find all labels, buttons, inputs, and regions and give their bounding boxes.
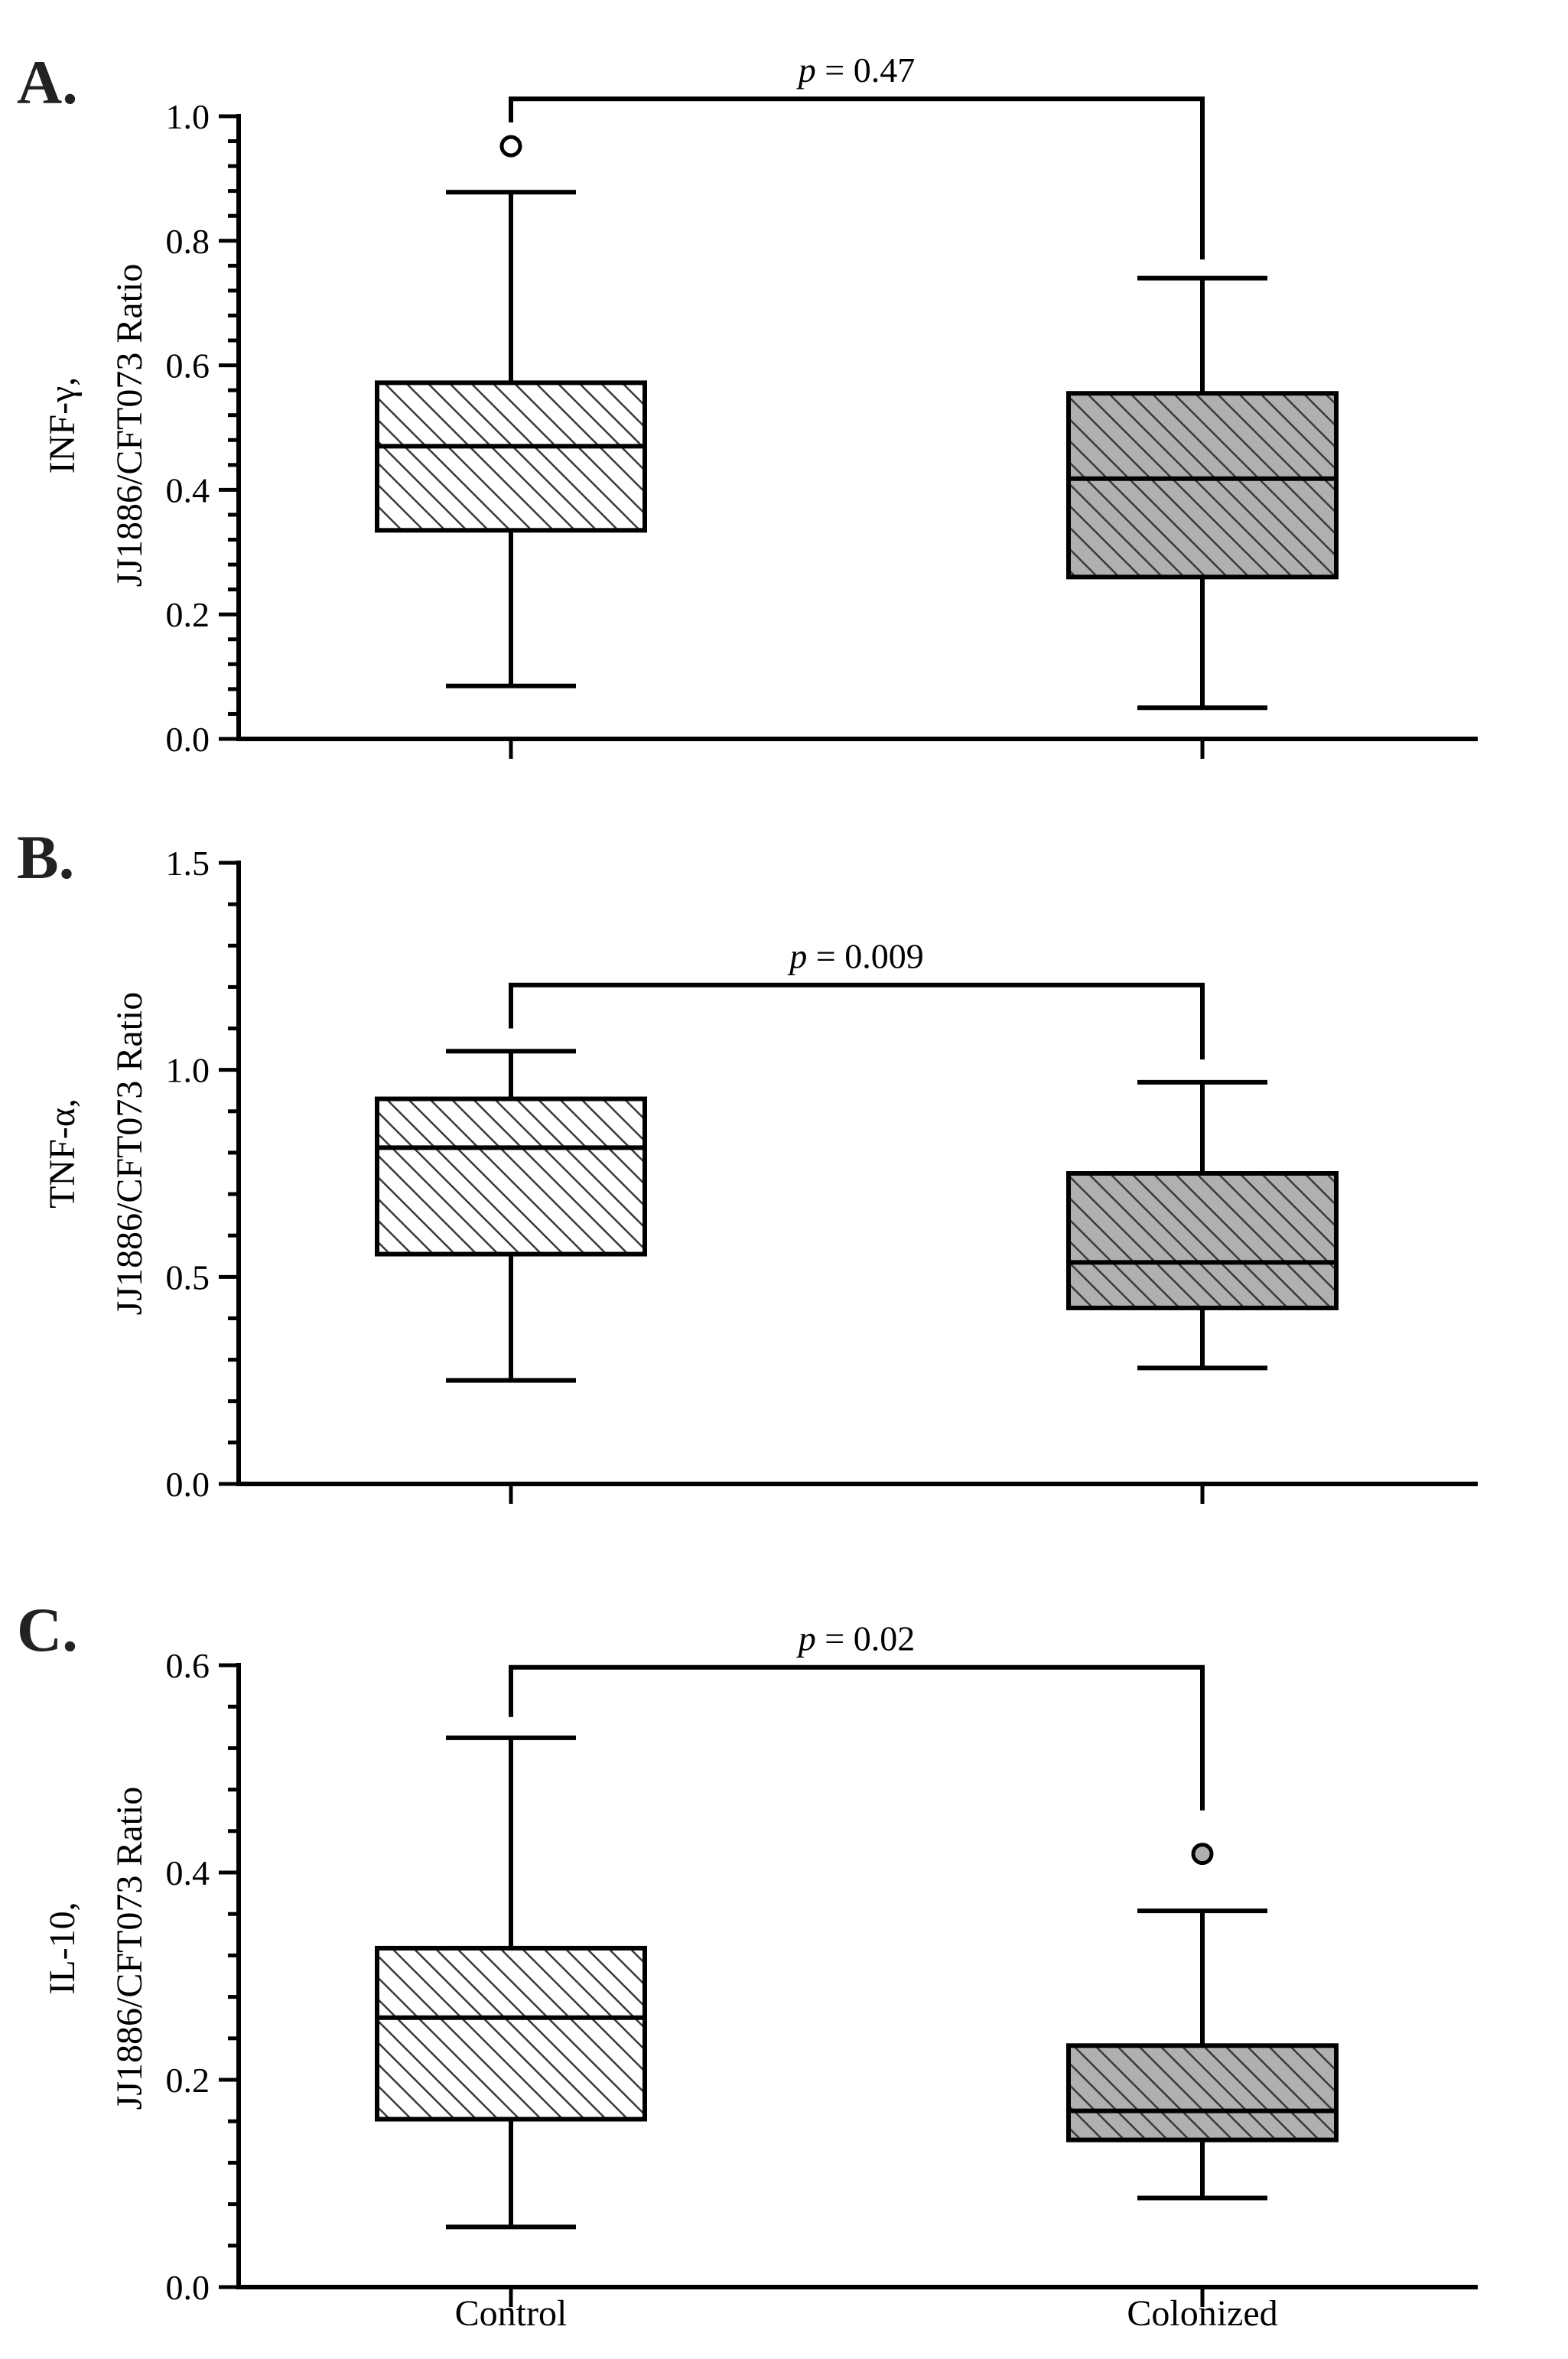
y-tick-label: 0.2 [166,595,210,634]
box-control [375,380,647,533]
y-tick-label: 1.5 [166,844,210,883]
y-axis-title-line2: JJ1886/CFT073 Ratio [109,1787,150,2110]
panel-letter: A. [17,47,78,117]
p-symbol: p [796,50,825,89]
panel-c: C. IL-10, JJ1886/CFT073 Ratio 0.00.20.40… [17,1595,1478,2307]
panel-letter: B. [17,822,74,892]
p-value: = 0.009 [816,937,924,976]
p-symbol: p [796,1619,825,1658]
panel-a: A. INF-γ, JJ1886/CFT073 Ratio 0.00.20.40… [17,47,1478,759]
y-axis-title-line2: JJ1886/CFT073 Ratio [109,264,150,587]
p-symbol: p [787,937,816,976]
outlier-point [499,135,522,158]
y-tick-label: 1.0 [166,97,210,136]
y-tick-label: 0.5 [166,1258,210,1297]
y-tick-label: 1.0 [166,1051,210,1090]
y-axis-title-line2: JJ1886/CFT073 Ratio [109,992,150,1316]
y-tick-label: 0.0 [166,720,210,759]
y-tick-label: 0.4 [166,470,210,509]
p-value: = 0.47 [825,50,915,89]
box-colonized [1066,1171,1339,1310]
box-colonized [1066,391,1339,580]
box-colonized [1066,2043,1339,2143]
outlier-point [1191,1843,1214,1866]
y-tick-label: 0.0 [166,1465,210,1504]
p-value: = 0.02 [825,1619,915,1658]
y-axis-title-line1: INF-γ, [42,377,83,474]
p-value-label: p = 0.47 [796,50,915,89]
p-value-label: p = 0.02 [796,1619,915,1658]
y-axis-title-line1: IL-10, [42,1902,83,1994]
x-category-label-colonized: Colonized [1127,2293,1277,2334]
box-control [375,1945,647,2122]
y-tick-label: 0.4 [166,1853,210,1892]
y-tick-label: 0.2 [166,2061,210,2100]
plot-area-b: 0.0 0.5 1.0 1.5 p = 0.009 [166,844,1478,1504]
y-tick-label: 0.6 [166,1646,210,1685]
significance-bracket [509,96,1205,260]
y-tick-label: 0.8 [166,222,210,261]
p-value-label: p = 0.009 [787,937,923,976]
y-tick-label: 0.0 [166,2268,210,2307]
significance-bracket [509,1664,1205,1811]
y-axis-title-line1: TNF-α, [42,1098,83,1209]
plot-area-a: 0.0 0.2 0.4 0.6 0.8 1.0 p = 0.47 [166,50,1478,759]
x-category-label-control: Control [455,2293,568,2334]
y-tick-label: 0.6 [166,347,210,386]
plot-area-c: 0.0 0.2 0.4 0.6 p = 0.02 [166,1619,1478,2307]
box-control [375,1096,647,1257]
panel-b: B. TNF-α, JJ1886/CFT073 Ratio 0.0 0.5 1.0 1… [17,822,1478,1504]
significance-bracket [509,982,1205,1060]
panel-letter: C. [17,1595,78,1664]
